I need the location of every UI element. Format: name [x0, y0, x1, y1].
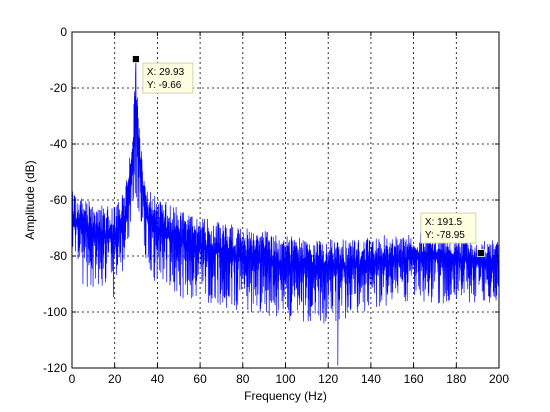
y-tick-label: -80: [50, 249, 68, 263]
datatip-marker[interactable]: [132, 55, 140, 63]
data-layer: [71, 58, 500, 366]
x-tick-label: 60: [193, 372, 207, 386]
y-tick-label: 0: [60, 25, 67, 39]
x-axis-label: Frequency (Hz): [244, 389, 327, 403]
spectrum-line: [71, 58, 500, 366]
datatip-box: [142, 62, 194, 94]
datatip-y-value: Y: -9.66: [147, 80, 182, 91]
datatips: X: 29.93 Y: -9.66 X: 191.5 Y: -78.95: [132, 55, 485, 257]
x-tick-label: 0: [69, 372, 76, 386]
datatip-x-value: X: 29.93: [147, 67, 185, 78]
y-tick-label: -60: [50, 193, 68, 207]
y-tick-label: -100: [43, 305, 67, 319]
x-tick-label: 80: [236, 372, 250, 386]
x-tick-label: 40: [151, 372, 165, 386]
ticks: 0 20 40 60 80 100 120 140 160 180 200 0 -20 -40 -60 -80…: [43, 25, 509, 386]
datatip[interactable]: X: 191.5 Y: -78.95: [420, 212, 485, 257]
y-tick-label: -20: [50, 81, 68, 95]
datatip-marker[interactable]: [476, 249, 485, 257]
x-tick-label: 100: [275, 372, 295, 386]
datatip-box: [420, 212, 477, 244]
x-tick-label: 160: [404, 372, 424, 386]
x-tick-label: 140: [361, 372, 381, 386]
datatip[interactable]: X: 29.93 Y: -9.66: [132, 55, 194, 94]
x-tick-label: 120: [318, 372, 338, 386]
x-tick-label: 20: [108, 372, 122, 386]
x-tick-label: 200: [489, 372, 509, 386]
datatip-x-value: X: 191.5: [425, 217, 463, 228]
y-tick-label: -40: [50, 137, 68, 151]
y-axis-label: Amplitude (dB): [23, 160, 37, 239]
datatip-y-value: Y: -78.95: [425, 230, 465, 241]
x-tick-label: 180: [446, 372, 466, 386]
y-tick-label: -120: [43, 361, 67, 375]
grid: [72, 32, 499, 368]
